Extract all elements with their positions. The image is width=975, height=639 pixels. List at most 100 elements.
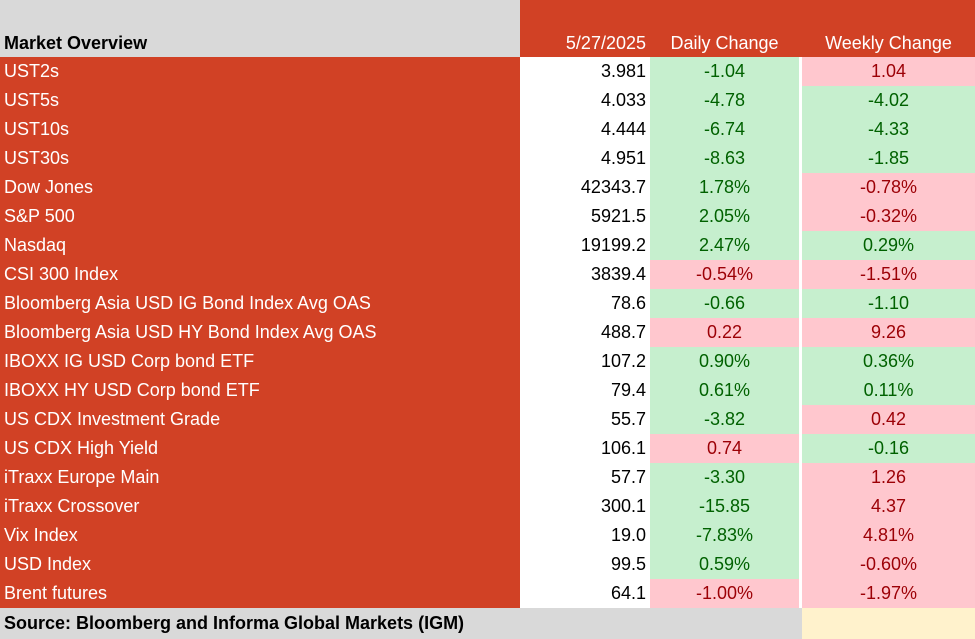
table-footer: Source: Bloomberg and Informa Global Mar… bbox=[0, 608, 975, 639]
row-daily-change-cell: -3.82 bbox=[650, 405, 799, 434]
row-name-cell: Dow Jones bbox=[0, 173, 520, 202]
row-daily-change-cell: -0.66 bbox=[650, 289, 799, 318]
table-row: Vix Index 19.0 -7.83% 4.81% bbox=[0, 521, 975, 550]
row-name-cell: CSI 300 Index bbox=[0, 260, 520, 289]
row-weekly-change-cell: 9.26 bbox=[802, 318, 975, 347]
row-daily-change-cell: 2.47% bbox=[650, 231, 799, 260]
row-daily-change-cell: -1.00% bbox=[650, 579, 799, 608]
header-left-band bbox=[0, 0, 520, 57]
table-row: UST30s 4.951 -8.63 -1.85 bbox=[0, 144, 975, 173]
table-row: Bloomberg Asia USD HY Bond Index Avg OAS… bbox=[0, 318, 975, 347]
row-value-cell: 57.7 bbox=[520, 463, 650, 492]
row-name-cell: US CDX Investment Grade bbox=[0, 405, 520, 434]
row-name-cell: UST5s bbox=[0, 86, 520, 115]
row-daily-change-cell: 0.74 bbox=[650, 434, 799, 463]
row-value-cell: 3.981 bbox=[520, 57, 650, 86]
row-name-cell: Vix Index bbox=[0, 521, 520, 550]
row-value-cell: 19.0 bbox=[520, 521, 650, 550]
table-row: iTraxx Crossover 300.1 -15.85 4.37 bbox=[0, 492, 975, 521]
row-weekly-change-cell: 0.36% bbox=[802, 347, 975, 376]
table-row: IBOXX HY USD Corp bond ETF 79.4 0.61% 0.11% bbox=[0, 376, 975, 405]
row-value-cell: 64.1 bbox=[520, 579, 650, 608]
header-right-band bbox=[520, 0, 975, 57]
row-weekly-change-cell: 4.37 bbox=[802, 492, 975, 521]
row-name-cell: USD Index bbox=[0, 550, 520, 579]
row-name-cell: UST30s bbox=[0, 144, 520, 173]
source-note: Source: Bloomberg and Informa Global Mar… bbox=[4, 613, 465, 633]
row-name-cell: IBOXX IG USD Corp bond ETF bbox=[0, 347, 520, 376]
row-weekly-change-cell: -0.16 bbox=[802, 434, 975, 463]
daily-change-column-header: Daily Change bbox=[670, 33, 779, 53]
row-name-cell: UST2s bbox=[0, 57, 520, 86]
row-daily-change-cell: -7.83% bbox=[650, 521, 799, 550]
table-row: US CDX Investment Grade 55.7 -3.82 0.42 bbox=[0, 405, 975, 434]
row-weekly-change-cell: -1.85 bbox=[802, 144, 975, 173]
row-weekly-change-cell: 1.04 bbox=[802, 57, 975, 86]
table-row: Dow Jones 42343.7 1.78% -0.78% bbox=[0, 173, 975, 202]
row-daily-change-cell: -15.85 bbox=[650, 492, 799, 521]
row-daily-change-cell: -3.30 bbox=[650, 463, 799, 492]
row-weekly-change-cell: 4.81% bbox=[802, 521, 975, 550]
row-daily-change-cell: -4.78 bbox=[650, 86, 799, 115]
table-header: Market Overview 5/27/2025 Daily Change W… bbox=[0, 0, 975, 57]
row-value-cell: 107.2 bbox=[520, 347, 650, 376]
row-weekly-change-cell: 0.29% bbox=[802, 231, 975, 260]
table-title: Market Overview bbox=[4, 33, 148, 53]
row-weekly-change-cell: 0.11% bbox=[802, 376, 975, 405]
row-name-cell: S&P 500 bbox=[0, 202, 520, 231]
row-name-cell: IBOXX HY USD Corp bond ETF bbox=[0, 376, 520, 405]
row-value-cell: 42343.7 bbox=[520, 173, 650, 202]
table-row: UST2s 3.981 -1.04 1.04 bbox=[0, 57, 975, 86]
table-row: US CDX High Yield 106.1 0.74 -0.16 bbox=[0, 434, 975, 463]
row-value-cell: 4.444 bbox=[520, 115, 650, 144]
row-weekly-change-cell: -0.60% bbox=[802, 550, 975, 579]
row-daily-change-cell: 2.05% bbox=[650, 202, 799, 231]
row-name-cell: Brent futures bbox=[0, 579, 520, 608]
row-value-cell: 78.6 bbox=[520, 289, 650, 318]
table-row: USD Index 99.5 0.59% -0.60% bbox=[0, 550, 975, 579]
row-name-cell: iTraxx Crossover bbox=[0, 492, 520, 521]
row-name-cell: UST10s bbox=[0, 115, 520, 144]
row-value-cell: 106.1 bbox=[520, 434, 650, 463]
table-row: Nasdaq 19199.2 2.47% 0.29% bbox=[0, 231, 975, 260]
row-daily-change-cell: -8.63 bbox=[650, 144, 799, 173]
row-value-cell: 99.5 bbox=[520, 550, 650, 579]
row-weekly-change-cell: 1.26 bbox=[802, 463, 975, 492]
table-row: UST10s 4.444 -6.74 -4.33 bbox=[0, 115, 975, 144]
footer-right-band bbox=[802, 608, 975, 639]
row-value-cell: 79.4 bbox=[520, 376, 650, 405]
row-name-cell: US CDX High Yield bbox=[0, 434, 520, 463]
row-weekly-change-cell: 0.42 bbox=[802, 405, 975, 434]
row-daily-change-cell: 0.61% bbox=[650, 376, 799, 405]
row-weekly-change-cell: -1.10 bbox=[802, 289, 975, 318]
table-row: UST5s 4.033 -4.78 -4.02 bbox=[0, 86, 975, 115]
table-row: iTraxx Europe Main 57.7 -3.30 1.26 bbox=[0, 463, 975, 492]
row-value-cell: 5921.5 bbox=[520, 202, 650, 231]
row-value-cell: 4.951 bbox=[520, 144, 650, 173]
row-weekly-change-cell: -0.78% bbox=[802, 173, 975, 202]
table-row: Bloomberg Asia USD IG Bond Index Avg OAS… bbox=[0, 289, 975, 318]
row-value-cell: 300.1 bbox=[520, 492, 650, 521]
row-value-cell: 19199.2 bbox=[520, 231, 650, 260]
row-daily-change-cell: -1.04 bbox=[650, 57, 799, 86]
row-value-cell: 55.7 bbox=[520, 405, 650, 434]
row-name-cell: iTraxx Europe Main bbox=[0, 463, 520, 492]
row-daily-change-cell: 0.22 bbox=[650, 318, 799, 347]
weekly-change-column-header: Weekly Change bbox=[825, 33, 952, 53]
table-row: Brent futures 64.1 -1.00% -1.97% bbox=[0, 579, 975, 608]
row-weekly-change-cell: -4.33 bbox=[802, 115, 975, 144]
row-name-cell: Bloomberg Asia USD HY Bond Index Avg OAS bbox=[0, 318, 520, 347]
row-value-cell: 3839.4 bbox=[520, 260, 650, 289]
row-weekly-change-cell: -0.32% bbox=[802, 202, 975, 231]
row-daily-change-cell: 0.90% bbox=[650, 347, 799, 376]
row-daily-change-cell: -0.54% bbox=[650, 260, 799, 289]
table-row: S&P 500 5921.5 2.05% -0.32% bbox=[0, 202, 975, 231]
row-value-cell: 4.033 bbox=[520, 86, 650, 115]
row-daily-change-cell: -6.74 bbox=[650, 115, 799, 144]
row-weekly-change-cell: -4.02 bbox=[802, 86, 975, 115]
row-value-cell: 488.7 bbox=[520, 318, 650, 347]
table-row: IBOXX IG USD Corp bond ETF 107.2 0.90% 0.36… bbox=[0, 347, 975, 376]
row-weekly-change-cell: -1.97% bbox=[802, 579, 975, 608]
footer-left-band bbox=[0, 608, 802, 639]
